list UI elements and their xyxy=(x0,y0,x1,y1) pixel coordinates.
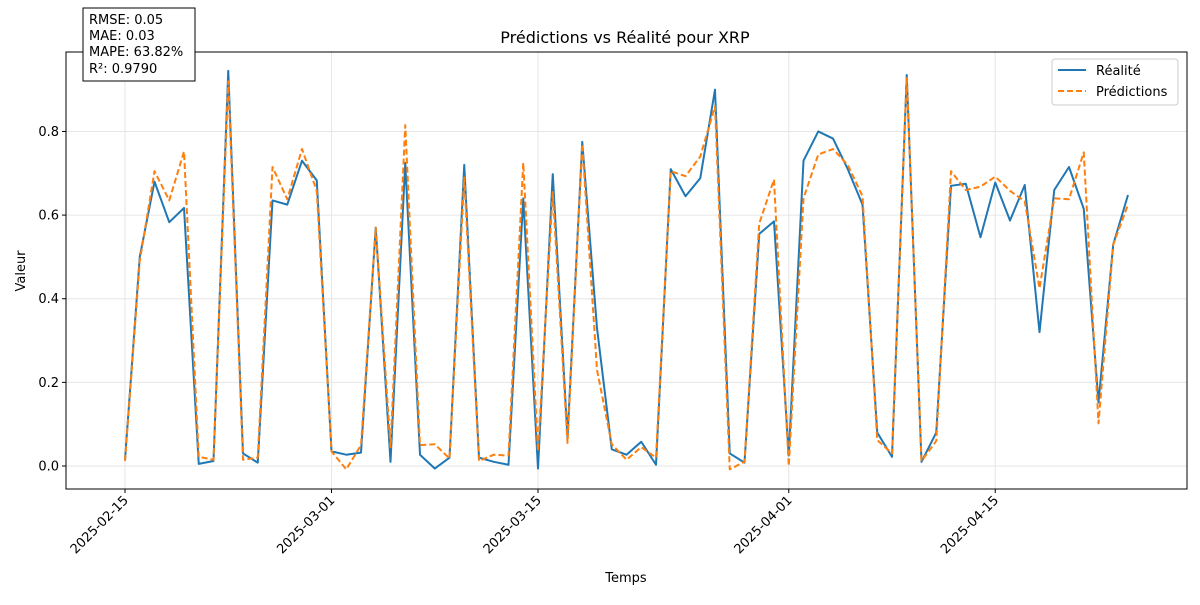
series-line-predictions xyxy=(124,76,1129,471)
y-tick-label: 0.0 xyxy=(38,460,59,475)
y-tick-label: 0.4 xyxy=(38,292,59,307)
grid xyxy=(66,52,1187,489)
y-axis-label: Valeur xyxy=(14,250,29,292)
legend-label-predictions: Prédictions xyxy=(1096,85,1168,100)
plot-frame xyxy=(65,51,1188,490)
metrics-box: RMSE: 0.05 MAE: 0.03 MAPE: 63.82% R²: 0.… xyxy=(82,7,196,82)
y-axis: 0.0 0.2 0.4 0.6 0.8 xyxy=(38,125,66,475)
legend-label-reality: Réalité xyxy=(1096,64,1141,79)
legend: Réalité Prédictions xyxy=(1051,58,1179,106)
y-tick-label: 0.6 xyxy=(38,209,59,224)
x-axis-label: Temps xyxy=(604,571,647,586)
series-layer xyxy=(124,69,1129,471)
y-tick-label: 0.2 xyxy=(38,376,59,391)
metric-mae: MAE: 0.03 xyxy=(89,29,155,44)
y-tick-label: 0.8 xyxy=(38,125,59,140)
chart-title: Prédictions vs Réalité pour XRP xyxy=(500,28,750,47)
metric-rmse: RMSE: 0.05 xyxy=(89,13,163,28)
metric-mape: MAPE: 63.82% xyxy=(89,45,183,60)
metric-r2: R²: 0.9790 xyxy=(89,62,157,77)
